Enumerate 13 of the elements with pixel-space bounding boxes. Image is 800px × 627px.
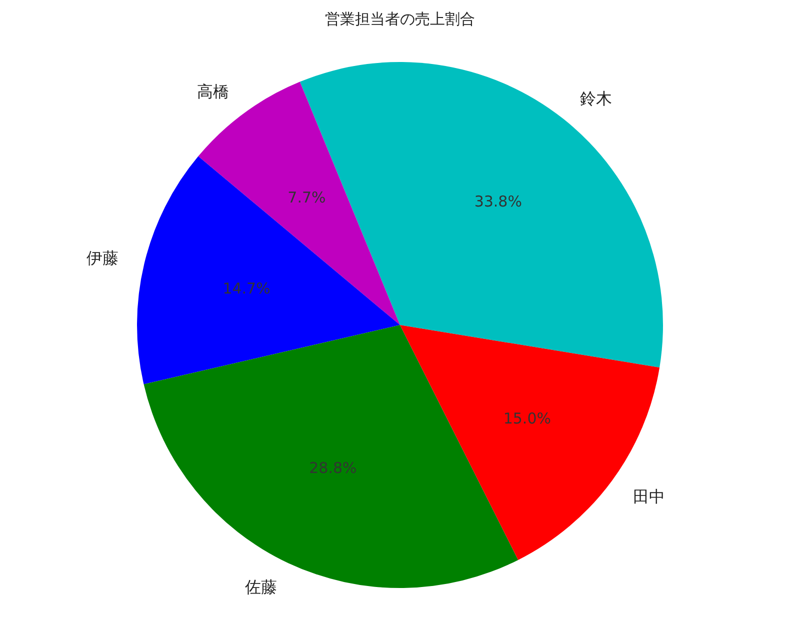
data-label: 15.0% — [503, 409, 552, 428]
slice-label: 伊藤 — [86, 248, 119, 268]
slice-label: 鈴木 — [580, 88, 612, 108]
data-label: 33.8% — [474, 192, 522, 210]
data-label: 28.8% — [309, 458, 357, 477]
slice-label: 佐藤 — [245, 577, 278, 596]
chart-title: 営業担当者の売上割合 — [325, 10, 475, 28]
data-label: 14.7% — [222, 279, 270, 298]
pie-slice — [198, 82, 400, 325]
slice-label: 田中 — [633, 486, 666, 506]
pie-slice — [137, 156, 400, 384]
data-label: 7.7% — [288, 188, 326, 207]
slice-label: 高橋 — [196, 82, 229, 102]
